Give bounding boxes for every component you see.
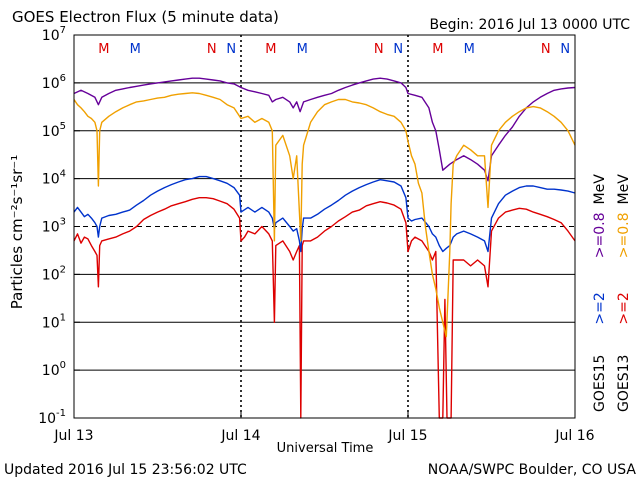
updated-timestamp: Updated 2016 Jul 15 23:56:02 UTC	[4, 462, 247, 478]
chart-title: GOES Electron Flux (5 minute data)	[12, 8, 279, 26]
y-tick-label: 107	[42, 25, 66, 44]
series-line-g13_2mev	[73, 197, 576, 419]
series-layer	[73, 77, 576, 419]
y-tick-label: 103	[42, 217, 66, 236]
series-line-g15_08mev	[73, 92, 576, 338]
x-tick-label: Jul 15	[387, 428, 427, 444]
y-tick-label: 106	[42, 73, 66, 92]
y-tick-label: 100	[42, 360, 66, 379]
legend: GOES15>=2>=0.8MeV GOES13>=2>=0.8MeV	[592, 174, 632, 412]
y-tick-label: 104	[42, 169, 66, 188]
mn-marker: M	[98, 42, 109, 57]
begin-time-label: Begin: 2016 Jul 13 0000 UTC	[429, 17, 630, 33]
series-line-g13_08mev	[73, 77, 576, 182]
y-tick-label: 10-1	[38, 408, 66, 427]
x-tick-label: Jul 16	[554, 428, 594, 444]
grid-lines	[74, 34, 575, 419]
mn-marker: N	[207, 42, 217, 57]
mn-marker: N	[541, 42, 551, 57]
x-tick-label: Jul 14	[220, 428, 260, 444]
x-tick-labels: Jul 13 Jul 14 Jul 15 Jul 16	[53, 412, 595, 444]
mn-marker: M	[464, 42, 475, 57]
mn-marker: M	[130, 42, 141, 57]
x-tick-label: Jul 13	[53, 428, 93, 444]
y-tick-label: 102	[42, 264, 66, 283]
y-axis-label: Particles cm⁻²s⁻¹sr⁻¹	[8, 155, 26, 309]
legend-goes13: GOES13>=2>=0.8MeV	[616, 174, 632, 412]
mn-marker: M	[265, 42, 276, 57]
y-tick-labels: 10-1 100 101 102 103 104 105 106 107	[38, 25, 80, 427]
mn-marker: N	[226, 42, 236, 57]
legend-goes15: GOES15>=2>=0.8MeV	[592, 174, 608, 412]
mn-marker: M	[432, 42, 443, 57]
credit-label: NOAA/SWPC Boulder, CO USA	[428, 462, 637, 478]
mn-marker: N	[393, 42, 403, 57]
mn-marker: N	[560, 42, 570, 57]
y-tick-label: 101	[42, 312, 66, 331]
y-tick-label: 105	[42, 121, 66, 140]
mn-marker: N	[374, 42, 384, 57]
x-axis-label: Universal Time	[277, 441, 374, 456]
mn-marker: M	[297, 42, 308, 57]
series-line-g15_2mev	[73, 175, 576, 253]
